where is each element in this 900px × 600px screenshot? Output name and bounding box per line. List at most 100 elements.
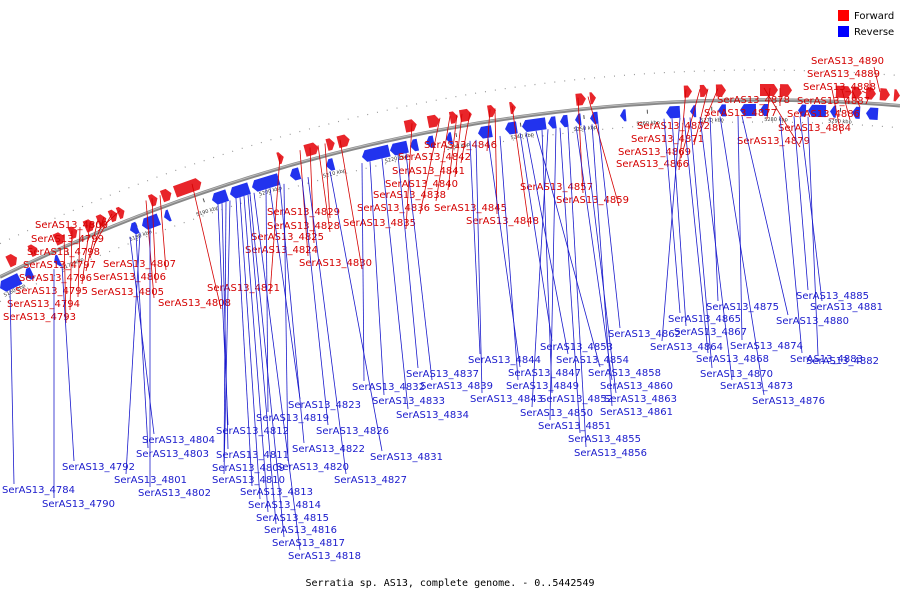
forward-gene-leader xyxy=(486,109,491,152)
forward-gene-label: SerAS13_4808 xyxy=(158,298,231,309)
reverse-gene-leader xyxy=(283,183,289,462)
forward-gene-label: SerAS13_4846 xyxy=(424,140,497,151)
reverse-gene-block xyxy=(390,140,409,156)
forward-gene-label: SerAS13_4869 xyxy=(618,147,691,158)
reverse-gene-label: SerAS13_4816 xyxy=(264,525,337,536)
forward-gene-label: SerAS13_4857 xyxy=(520,182,593,193)
reverse-gene-block xyxy=(560,114,569,128)
forward-gene-block xyxy=(683,85,692,98)
reverse-gene-label: SerAS13_4880 xyxy=(776,316,849,327)
forward-gene-block xyxy=(27,244,38,257)
reverse-gene-leader xyxy=(567,126,587,448)
forward-gene-block xyxy=(699,84,708,98)
forward-gene-label: SerAS13_4877 xyxy=(704,108,777,119)
reverse-gene-label: SerAS13_4810 xyxy=(212,475,285,486)
reverse-gene-label: SerAS13_4784 xyxy=(2,485,75,496)
forward-gene-leader xyxy=(494,108,498,215)
reverse-gene-label: SerAS13_4831 xyxy=(370,452,443,463)
reverse-gene-label: SerAS13_4801 xyxy=(114,475,187,486)
reverse-gene-leader xyxy=(683,117,709,354)
forward-gene-label: SerAS13_4890 xyxy=(811,56,884,67)
reverse-gene-label: SerAS13_4868 xyxy=(696,354,769,365)
forward-gene-leader xyxy=(693,88,709,146)
legend-reverse-label: Reverse xyxy=(854,27,894,38)
forward-gene-leader xyxy=(699,88,719,133)
reverse-gene-block xyxy=(326,158,336,171)
forward-gene-label: SerAS13_4794 xyxy=(7,299,80,310)
forward-gene-block xyxy=(760,84,778,96)
reverse-gene-label: SerAS13_4856 xyxy=(574,448,647,459)
reverse-gene-block xyxy=(522,117,547,133)
reverse-gene-leader xyxy=(661,117,681,342)
reverse-gene-leader xyxy=(549,128,557,421)
reverse-gene-labels: SerAS13_4784SerAS13_4790SerAS13_4792SerA… xyxy=(2,116,883,562)
reverse-gene-blocks xyxy=(0,103,879,292)
forward-gene-block xyxy=(426,114,440,129)
legend-forward-label: Forward xyxy=(854,11,894,22)
tick-10: 5260 kbp xyxy=(636,109,660,127)
reverse-gene-label: SerAS13_4876 xyxy=(752,396,825,407)
forward-gene-label: SerAS13_4824 xyxy=(245,245,318,256)
reverse-gene-label: SerAS13_4834 xyxy=(396,410,469,421)
forward-gene-label: SerAS13_4821 xyxy=(207,283,280,294)
reverse-gene-block xyxy=(252,173,281,192)
forward-gene-leader xyxy=(159,195,167,271)
reverse-gene-block xyxy=(798,104,807,117)
reverse-gene-label: SerAS13_4855 xyxy=(568,434,641,445)
tick-label: 5270 kbp xyxy=(700,117,724,124)
reverse-gene-label: SerAS13_4809 xyxy=(212,463,285,474)
reverse-gene-label: SerAS13_4863 xyxy=(604,394,677,405)
reverse-gene-label: SerAS13_4852 xyxy=(540,394,613,405)
reverse-gene-block xyxy=(740,103,757,117)
forward-gene-block xyxy=(575,93,586,106)
reverse-gene-label: SerAS13_4864 xyxy=(650,342,723,353)
reverse-gene-block xyxy=(666,105,681,119)
forward-gene-leader xyxy=(324,143,331,219)
reverse-gene-leader xyxy=(793,116,809,291)
reverse-gene-label: SerAS13_4837 xyxy=(406,369,479,380)
reverse-gene-leader xyxy=(719,116,765,396)
reverse-gene-leader xyxy=(369,161,385,396)
forward-gene-label: SerAS13_4795 xyxy=(15,286,88,297)
forward-gene-leader xyxy=(191,183,222,310)
reverse-gene-label: SerAS13_4823 xyxy=(288,400,361,411)
forward-gene-label: SerAS13_4845 xyxy=(434,203,507,214)
reverse-gene-block xyxy=(164,209,172,222)
forward-gene-block xyxy=(879,88,890,101)
forward-gene-label: SerAS13_4830 xyxy=(299,258,372,269)
forward-gene-leader xyxy=(763,87,801,148)
forward-gene-leader xyxy=(831,89,842,135)
reverse-gene-leader xyxy=(541,129,553,394)
forward-gene-leader xyxy=(841,89,851,121)
forward-gene-block xyxy=(107,209,118,223)
forward-gene-label: SerAS13_4887 xyxy=(797,96,870,107)
forward-gene-label: SerAS13_4836 xyxy=(357,203,430,214)
reverse-gene-label: SerAS13_4803 xyxy=(136,449,209,460)
reverse-gene-block xyxy=(548,116,557,129)
reverse-gene-label: SerAS13_4820 xyxy=(276,462,349,473)
reverse-gene-label: SerAS13_4844 xyxy=(468,355,541,366)
reverse-gene-label: SerAS13_4853 xyxy=(540,342,613,353)
legend: Forward Reverse xyxy=(838,10,894,38)
reverse-gene-label: SerAS13_4847 xyxy=(508,368,581,379)
forward-gene-block xyxy=(115,206,125,220)
backbone-line xyxy=(0,98,900,279)
forward-gene-label: SerAS13_4796 xyxy=(19,273,92,284)
reverse-gene-label: SerAS13_4873 xyxy=(720,381,793,392)
reverse-gene-label: SerAS13_4850 xyxy=(520,408,593,419)
forward-gene-block xyxy=(325,138,335,151)
legend-forward-swatch xyxy=(838,10,849,21)
forward-gene-label: SerAS13_4798 xyxy=(27,247,100,258)
reverse-gene-leader xyxy=(61,265,75,462)
reverse-gene-label: SerAS13_4822 xyxy=(292,444,365,455)
forward-gene-label: SerAS13_4828 xyxy=(267,221,340,232)
forward-gene-block xyxy=(589,92,596,105)
forward-gene-leader xyxy=(89,216,105,259)
forward-gene-leader xyxy=(97,210,121,232)
forward-gene-block xyxy=(336,134,350,149)
forward-gene-block xyxy=(67,226,78,240)
forward-gene-label: SerAS13_4838 xyxy=(373,190,446,201)
reverse-gene-label: SerAS13_4833 xyxy=(372,396,445,407)
reverse-gene-block xyxy=(362,144,391,162)
